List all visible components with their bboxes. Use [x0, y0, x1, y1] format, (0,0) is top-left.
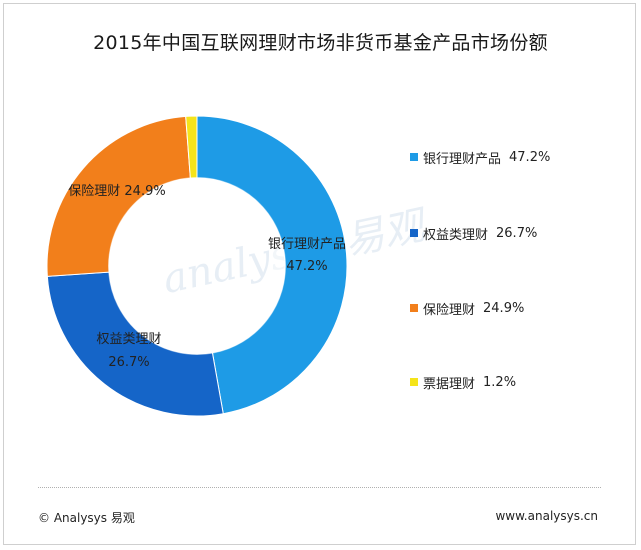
slice-label-1: 银行理财产品: [268, 237, 346, 252]
slice-1: [196, 115, 348, 415]
slice-4: [185, 115, 198, 179]
footer-copyright: © Analysys 易观: [38, 511, 135, 525]
legend-swatch-3: [410, 304, 418, 312]
chart-title: 2015年中国互联网理财市场非货币基金产品市场份额: [93, 32, 548, 54]
slice-value-2: 26.7%: [108, 355, 149, 370]
legend-label-4: 票据理财: [423, 376, 476, 392]
legend-item-2: 权益类理财 26.7%: [410, 223, 537, 243]
legend-swatch-2: [410, 229, 418, 237]
footer-url[interactable]: www.analysys.cn: [495, 509, 598, 523]
legend-label-2: 权益类理财: [423, 227, 489, 243]
legend-value-4: 1.2%: [483, 374, 517, 390]
chart-frame: [3, 3, 636, 545]
legend-label-1: 银行理财产品: [423, 151, 502, 167]
legend-value-1: 47.2%: [509, 149, 551, 165]
legend-item-4: 票据理财 1.2%: [410, 372, 516, 392]
slice-2: [46, 271, 224, 417]
legend-item-1: 银行理财产品 47.2%: [410, 147, 550, 167]
legend-swatch-4: [410, 378, 418, 386]
legend-swatch-1: [410, 153, 418, 161]
legend-item-3: 保险理财 24.9%: [410, 298, 524, 318]
legend-label-3: 保险理财: [423, 302, 476, 318]
legend-value-2: 26.7%: [496, 225, 538, 241]
legend-value-3: 24.9%: [483, 300, 525, 316]
footer-divider: [38, 487, 601, 488]
slice-label-2: 权益类理财: [96, 331, 161, 347]
slice-value-1: 47.2%: [286, 259, 327, 274]
slice-label-3: 保险理财 24.9%: [68, 184, 165, 199]
slice-3: [46, 115, 191, 277]
inner-ring: [108, 177, 286, 355]
